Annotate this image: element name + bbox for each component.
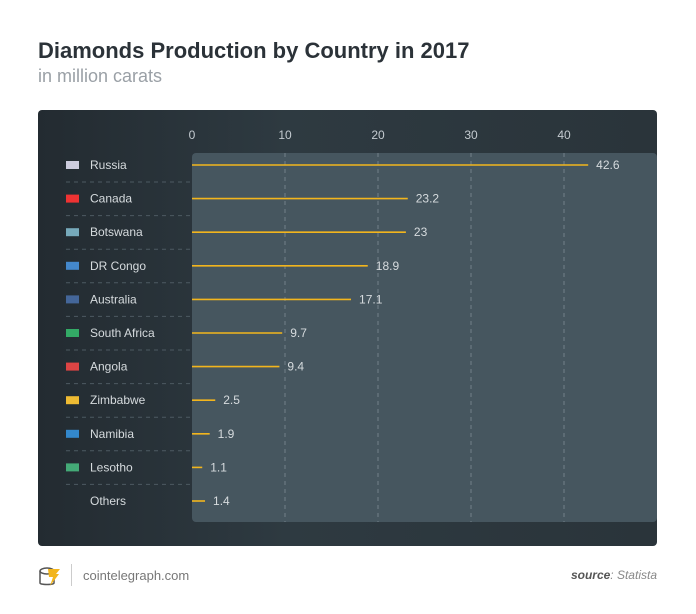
- x-tick-label: 10: [278, 128, 292, 142]
- footer-divider: [71, 564, 72, 586]
- chart-subtitle: in million carats: [38, 66, 163, 86]
- category-label: South Africa: [90, 326, 155, 340]
- source-note: source: Statista: [570, 568, 657, 582]
- flag-icon: [66, 329, 79, 337]
- value-label: 23.2: [416, 192, 440, 206]
- flag-icon: [66, 228, 79, 237]
- value-label: 1.4: [213, 494, 230, 508]
- category-label: Lesotho: [90, 460, 133, 474]
- category-label: Russia: [90, 158, 127, 172]
- flag-icon: [66, 295, 79, 304]
- value-label: 9.4: [287, 360, 304, 374]
- value-label: 1.1: [210, 460, 227, 474]
- category-label: Canada: [90, 192, 132, 206]
- category-label: Zimbabwe: [90, 393, 146, 407]
- category-label: Botswana: [90, 225, 143, 239]
- x-tick-label: 20: [371, 128, 385, 142]
- category-label: Australia: [90, 292, 137, 306]
- x-tick-label: 40: [557, 128, 571, 142]
- value-label: 2.5: [223, 393, 240, 407]
- x-tick-label: 0: [189, 128, 196, 142]
- category-label: DR Congo: [90, 259, 146, 273]
- value-label: 23: [414, 225, 428, 239]
- chart-title: Diamonds Production by Country in 2017: [38, 38, 470, 63]
- category-label: Namibia: [90, 427, 134, 441]
- flag-icon: [66, 396, 79, 405]
- value-label: 42.6: [596, 158, 620, 172]
- flag-icon: [66, 161, 79, 169]
- value-label: 9.7: [290, 326, 307, 340]
- flag-icon: [66, 194, 79, 203]
- plot-area: [192, 153, 657, 522]
- value-label: 1.9: [218, 427, 235, 441]
- source-label: source: [570, 568, 611, 582]
- flag-icon: [66, 463, 79, 472]
- flag-icon: [66, 362, 79, 371]
- cointelegraph-logo-icon: [39, 567, 60, 586]
- value-label: 17.1: [359, 292, 383, 306]
- value-label: 18.9: [376, 259, 400, 273]
- flag-icon: [66, 261, 79, 270]
- x-tick-label: 30: [464, 128, 478, 142]
- site-name: cointelegraph.com: [83, 568, 190, 583]
- category-label: Others: [90, 494, 126, 508]
- category-label: Angola: [90, 360, 128, 374]
- source-value: Statista: [616, 568, 657, 582]
- flag-icon: [66, 429, 79, 438]
